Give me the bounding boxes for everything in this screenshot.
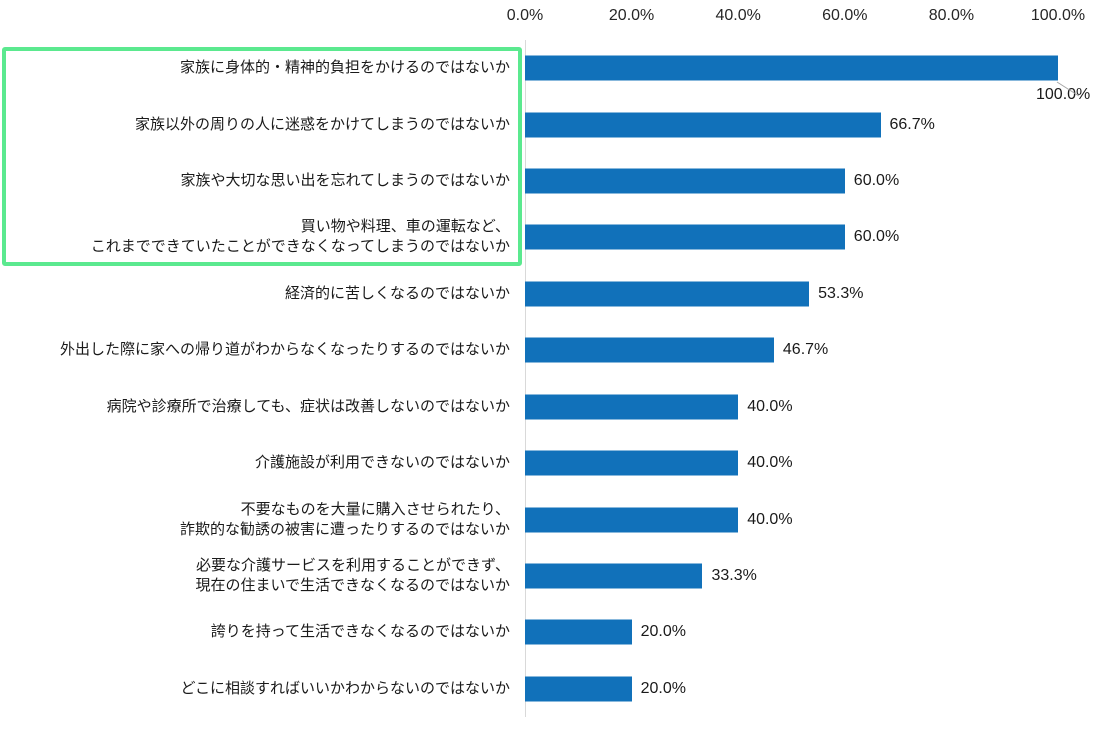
bar-track: 60.0% [525, 209, 1058, 265]
chart-row: 外出した際に家への帰り道がわからなくなったりするのではないか 46.7% [0, 322, 1104, 378]
chart-row: 買い物や料理、車の運転など、 これまでできていたことができなくなってしまうのでは… [0, 209, 1104, 265]
bar [525, 450, 739, 476]
value-label: 33.3% [711, 567, 757, 584]
x-axis-tick-label: 0.0% [506, 7, 544, 24]
bar-track: 46.7% [525, 322, 1058, 378]
bar [525, 394, 739, 420]
value-label: 60.0% [853, 172, 900, 190]
value-label: 40.0% [747, 454, 793, 472]
value-label: 66.7% [889, 115, 935, 133]
x-axis-tick-label: 100.0% [1030, 7, 1086, 24]
y-axis-line [525, 40, 526, 717]
chart-row: 家族や大切な思い出を忘れてしまうのではないか 60.0% [0, 153, 1104, 209]
value-label: 40.0% [747, 397, 793, 415]
value-label: 60.0% [853, 228, 900, 246]
plot-cell: 53.3% [520, 266, 1104, 322]
bar [525, 55, 1058, 81]
category-label: 家族に身体的・精神的負担をかけるのではないか [179, 59, 510, 77]
value-label: 46.7% [782, 341, 829, 359]
plot-cell: 33.3% [520, 548, 1104, 604]
bar [525, 563, 703, 589]
bar-track: 66.7% [525, 96, 1058, 152]
plot-cell: 40.0% [520, 435, 1104, 491]
category-label: 必要な介護サービスを利用することができず、 現在の住まいで生活できなくなるのでは… [195, 557, 510, 594]
plot-cell: 40.0% [520, 379, 1104, 435]
value-label: 20.0% [640, 679, 686, 697]
category-label: どこに相談すればいいかわからないのではないか [180, 679, 510, 697]
chart-row: 家族以外の周りの人に迷惑をかけてしまうのではないか 66.7% [0, 96, 1104, 152]
bar-track: 20.0% [525, 661, 1058, 717]
category-label: 不要なものを大量に購入させられたり、 詐欺的な勧誘の被害に遭ったりするのではない… [179, 500, 510, 538]
plot-cell: 60.0% [520, 209, 1104, 265]
bar [525, 676, 632, 702]
plot-cell: 60.0% [520, 153, 1104, 209]
bar-track: 33.3% [525, 548, 1058, 604]
category-label: 外出した際に家への帰り道がわからなくなったりするのではないか [59, 341, 510, 359]
category-label: 病院や診療所で治療しても、症状は改善しないのではないか [106, 397, 510, 415]
bar [525, 224, 845, 250]
plot-cell: 100.0% [520, 40, 1104, 103]
bar-track: 53.3% [525, 266, 1058, 322]
bar-track: 40.0% [525, 435, 1058, 491]
category-label: 買い物や料理、車の運転など、 これまでできていたことができなくなってしまうのでは… [90, 218, 510, 256]
bar [525, 281, 810, 307]
category-label: 誇りを持って生活できなくなるのではないか [210, 623, 510, 641]
bar-track: 40.0% [525, 491, 1058, 547]
bar-track: 40.0% [525, 379, 1058, 435]
x-axis-tick-label: 40.0% [715, 7, 761, 24]
x-axis-tick-label: 60.0% [822, 7, 868, 24]
category-label: 家族や大切な思い出を忘れてしまうのではないか [180, 172, 510, 190]
value-label: 53.3% [818, 284, 864, 302]
plot-cell: 66.7% [520, 96, 1104, 152]
bar [525, 168, 845, 194]
bar [525, 112, 881, 138]
plot-cell: 40.0% [520, 491, 1104, 547]
chart-rows: 家族に身体的・精神的負担をかけるのではないか 100.0% 家族以外の周りの人に… [0, 40, 1104, 717]
chart-row: 不要なものを大量に購入させられたり、 詐欺的な勧誘の被害に遭ったりするのではない… [0, 491, 1104, 547]
bar [525, 619, 632, 645]
value-label: 100.0% [1036, 86, 1091, 103]
chart-row: 介護施設が利用できないのではないか 40.0% [0, 435, 1104, 491]
x-axis: 0.0% 20.0% 40.0% 60.0% 80.0% 100.0% [507, 0, 1085, 40]
bar-track: 60.0% [525, 153, 1058, 209]
chart-row: 病院や診療所で治療しても、症状は改善しないのではないか 40.0% [0, 379, 1104, 435]
plot-cell: 46.7% [520, 322, 1104, 378]
x-axis-tick-label: 20.0% [608, 7, 655, 24]
plot-cell: 20.0% [520, 604, 1104, 660]
bar-track: 20.0% [525, 604, 1058, 660]
plot-cell: 20.0% [520, 661, 1104, 717]
chart-row: 必要な介護サービスを利用することができず、 現在の住まいで生活できなくなるのでは… [0, 548, 1104, 604]
category-label: 介護施設が利用できないのではないか [254, 454, 510, 472]
bar-track: 100.0% [525, 40, 1090, 103]
chart-row: 経済的に苦しくなるのではないか 53.3% [0, 266, 1104, 322]
bar [525, 337, 774, 363]
leader-line [1056, 81, 1080, 97]
category-label: 家族以外の周りの人に迷惑をかけてしまうのではないか [134, 115, 510, 133]
bar [525, 507, 739, 533]
value-label: 40.0% [747, 510, 793, 528]
category-label: 経済的に苦しくなるのではないか [284, 284, 510, 302]
x-axis-tick-label: 80.0% [928, 7, 975, 24]
value-label: 20.0% [640, 623, 686, 641]
chart-row: 誇りを持って生活できなくなるのではないか 20.0% [0, 604, 1104, 660]
chart-row: どこに相談すればいいかわからないのではないか 20.0% [0, 661, 1104, 717]
chart-row: 家族に身体的・精神的負担をかけるのではないか 100.0% [0, 40, 1104, 103]
